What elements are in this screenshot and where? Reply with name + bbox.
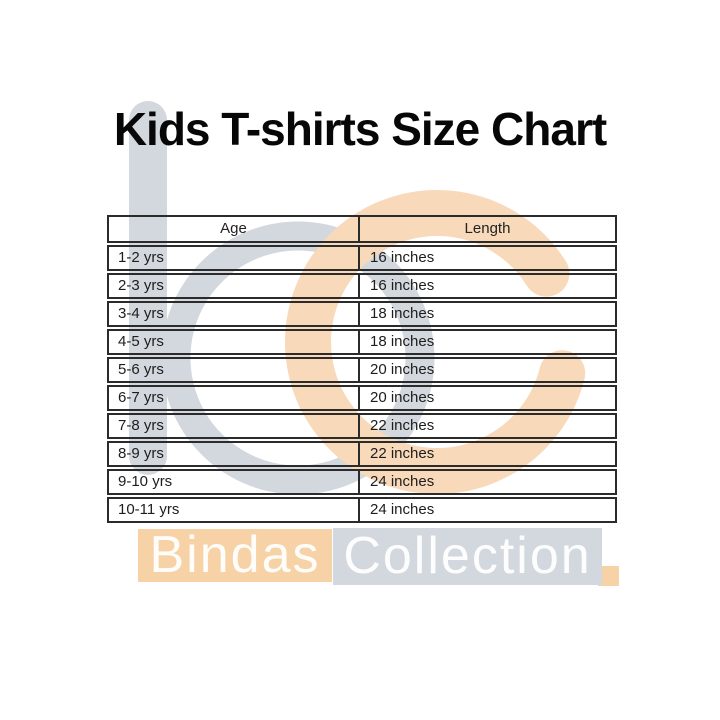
age-cell: 2-3 yrs [118,277,164,294]
table-row: 8-9 yrs 22 inches [107,441,617,467]
age-cell: 4-5 yrs [118,333,164,350]
table-row: 1-2 yrs 16 inches [107,245,617,271]
brand-band-orange-corner [598,566,619,586]
table-header-row: Age Length [107,215,617,243]
length-cell: 16 inches [358,247,615,269]
age-cell: 9-10 yrs [118,473,173,490]
brand-band-orange-block [138,529,332,582]
age-cell: 5-6 yrs [118,361,164,378]
column-header-age: Age [220,220,247,237]
age-cell: 6-7 yrs [118,389,164,406]
table-row: 7-8 yrs 22 inches [107,413,617,439]
age-cell: 8-9 yrs [118,445,164,462]
table-row: 2-3 yrs 16 inches [107,273,617,299]
age-cell: 7-8 yrs [118,417,164,434]
age-cell: 3-4 yrs [118,305,164,322]
table-row: 5-6 yrs 20 inches [107,357,617,383]
length-cell: 22 inches [358,443,615,465]
monogram-c-ring-shape [285,190,586,494]
table-row: 10-11 yrs 24 inches [107,497,617,523]
length-cell: 24 inches [358,471,615,493]
table-row: 3-4 yrs 18 inches [107,301,617,327]
length-cell: 24 inches [358,499,615,521]
age-cell: 10-11 yrs [118,501,180,518]
length-cell: 20 inches [358,387,615,409]
brand-band-gray-block [333,528,602,585]
age-cell: 1-2 yrs [118,249,164,266]
size-table: Age Length 1-2 yrs 16 inches 2-3 yrs 16 inc… [107,215,617,523]
table-row: 6-7 yrs 20 inches [107,385,617,411]
length-cell: 20 inches [358,359,615,381]
length-cell: 18 inches [358,331,615,353]
length-cell: 18 inches [358,303,615,325]
brand-name-bindas: Bindas [149,526,321,584]
length-cell: 22 inches [358,415,615,437]
table-row: 4-5 yrs 18 inches [107,329,617,355]
page-title: Kids T-shirts Size Chart [113,103,607,155]
length-cell: 16 inches [358,275,615,297]
table-row: 9-10 yrs 24 inches [107,469,617,495]
table-body: 1-2 yrs 16 inches 2-3 yrs 16 inches 3-4 yrs 1… [107,245,617,523]
brand-name-collection: Collection [343,527,592,585]
column-header-length: Length [358,217,615,241]
